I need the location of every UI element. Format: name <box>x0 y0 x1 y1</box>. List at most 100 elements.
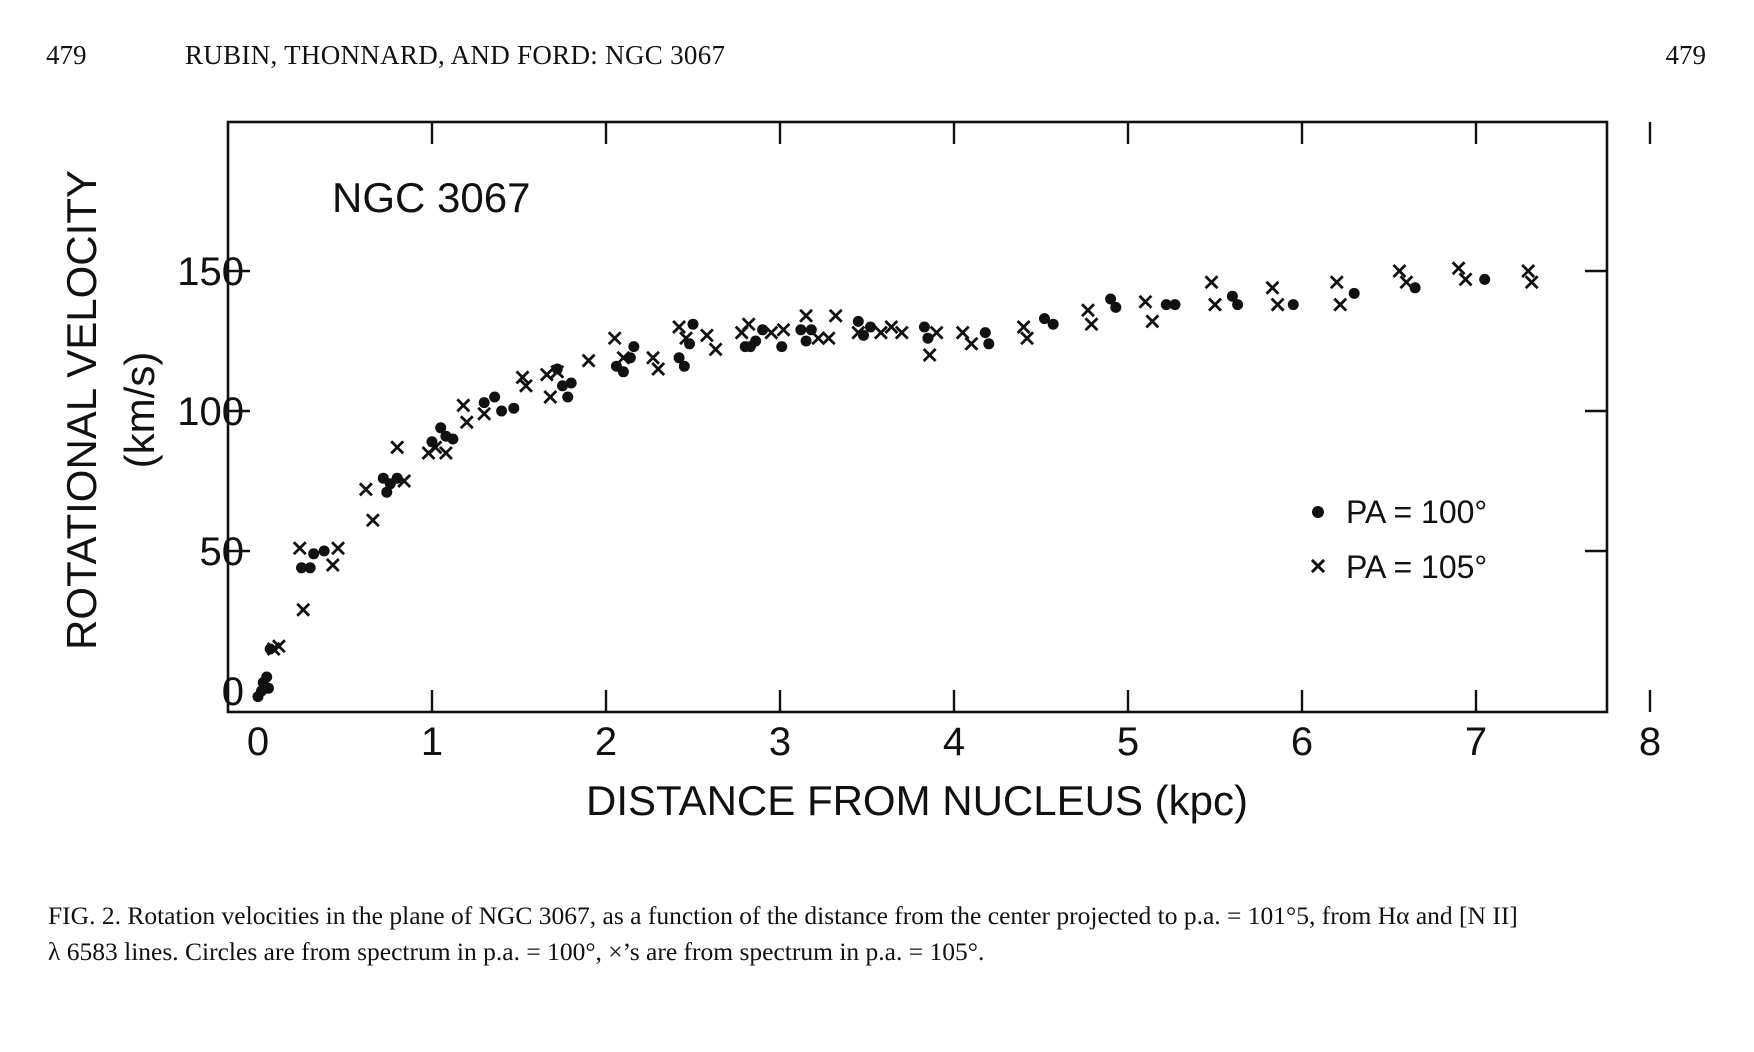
point-pa105 <box>955 325 970 340</box>
point-pa105 <box>325 558 340 572</box>
point-pa105 <box>1016 320 1031 334</box>
x-tick-label: 0 <box>247 720 269 764</box>
point-pa105 <box>438 446 453 460</box>
point-pa105 <box>651 362 666 376</box>
point-pa105 <box>616 350 631 365</box>
caption-line-1: FIG. 2. Rotation velocities in the plane… <box>48 901 1518 930</box>
point-pa105 <box>331 541 346 556</box>
legend-label-pa-100: PA = 100° <box>1346 494 1487 530</box>
point-pa100 <box>795 324 807 336</box>
point-pa105 <box>828 308 843 323</box>
point-pa100 <box>1479 273 1491 285</box>
point-pa100 <box>1287 299 1299 311</box>
point-pa105 <box>764 325 779 340</box>
point-pa105 <box>550 364 565 379</box>
point-pa105 <box>428 440 443 455</box>
point-pa105 <box>456 398 471 413</box>
point-pa100 <box>673 352 685 364</box>
point-pa105 <box>292 541 307 556</box>
legend-marker-cross <box>1310 558 1326 574</box>
y-axis-unit: (km/s) <box>116 352 163 469</box>
point-pa100 <box>381 486 393 498</box>
point-pa100 <box>1348 287 1360 299</box>
x-tick-label: 5 <box>1117 720 1139 764</box>
point-pa105 <box>539 367 554 382</box>
x-tick-label: 2 <box>595 720 617 764</box>
panel-title: NGC 3067 <box>332 174 530 221</box>
point-pa105 <box>776 322 791 337</box>
x-tick-label: 8 <box>1639 720 1661 764</box>
point-pa105 <box>581 353 596 368</box>
point-pa100 <box>1409 282 1421 294</box>
point-pa105 <box>296 602 311 617</box>
x-tick-label: 7 <box>1465 720 1487 764</box>
point-pa100 <box>557 380 568 392</box>
point-pa105 <box>1138 294 1153 309</box>
point-pa100 <box>983 338 995 350</box>
point-pa100 <box>551 363 563 375</box>
x-tick-label: 1 <box>421 720 443 764</box>
point-pa100 <box>864 321 876 333</box>
point-pa105 <box>1084 317 1099 332</box>
point-pa100 <box>447 433 459 445</box>
x-axis-ticks: 0 1 2 3 4 5 6 7 8 <box>247 122 1661 764</box>
point-pa105 <box>1451 261 1466 276</box>
running-title: RUBIN, THONNARD, AND FORD: NGC 3067 <box>185 40 726 70</box>
point-pa100 <box>628 341 640 353</box>
point-pa105 <box>646 350 660 365</box>
legend: PA = 100° PA = 105° <box>1310 494 1487 585</box>
point-pa100 <box>750 335 762 347</box>
legend-label-pa-105: PA = 105° <box>1346 549 1487 585</box>
point-pa105 <box>477 406 492 421</box>
point-pa100 <box>508 402 520 414</box>
point-pa100 <box>1160 299 1172 311</box>
point-pa100 <box>1047 318 1059 330</box>
point-pa100 <box>687 318 699 330</box>
point-pa105 <box>397 474 412 488</box>
point-pa105 <box>679 331 694 346</box>
y-tick-label: 50 <box>200 530 245 574</box>
point-pa105 <box>672 320 687 334</box>
point-pa105 <box>1524 275 1539 290</box>
point-pa100 <box>776 341 788 353</box>
point-pa105 <box>365 513 380 528</box>
x-tick-label: 4 <box>943 720 965 764</box>
point-pa100 <box>562 391 574 403</box>
point-pa100 <box>296 562 307 574</box>
point-pa105 <box>271 639 286 654</box>
point-pa105 <box>1270 297 1285 312</box>
point-pa100 <box>1038 313 1050 325</box>
x-axis-title: DISTANCE FROM NUCLEUS (kpc) <box>586 777 1248 824</box>
point-pa105 <box>1521 264 1536 278</box>
point-pa105 <box>1208 297 1222 312</box>
point-pa100 <box>489 391 501 403</box>
point-pa100 <box>261 671 273 683</box>
y-axis-ticks: 0 50 100 150 <box>177 250 1607 714</box>
point-pa100 <box>852 315 864 327</box>
point-pa105 <box>459 415 474 430</box>
y-tick-label: 150 <box>177 250 244 294</box>
plot-frame <box>226 120 1609 714</box>
point-pa100 <box>426 436 438 448</box>
point-pa100 <box>678 360 690 372</box>
point-pa100 <box>1105 293 1117 305</box>
point-pa105 <box>1265 280 1280 295</box>
point-pa100 <box>918 321 930 333</box>
point-pa105 <box>543 390 558 404</box>
point-pa105 <box>699 328 714 343</box>
point-pa105 <box>964 336 979 351</box>
point-pa100 <box>800 335 812 347</box>
point-pa100 <box>435 422 447 434</box>
point-pa105 <box>708 342 723 357</box>
point-pa105 <box>1145 314 1160 329</box>
x-tick-label: 3 <box>769 720 791 764</box>
point-pa105 <box>884 320 899 334</box>
point-pa100 <box>979 327 991 339</box>
point-pa105 <box>894 325 909 340</box>
point-pa105 <box>1329 275 1344 290</box>
point-pa105 <box>821 331 836 346</box>
point-pa100 <box>858 329 870 341</box>
caption-line-2: λ 6583 lines. Circles are from spectrum … <box>48 937 985 966</box>
point-pa100 <box>478 397 490 409</box>
data-points <box>252 261 1539 703</box>
